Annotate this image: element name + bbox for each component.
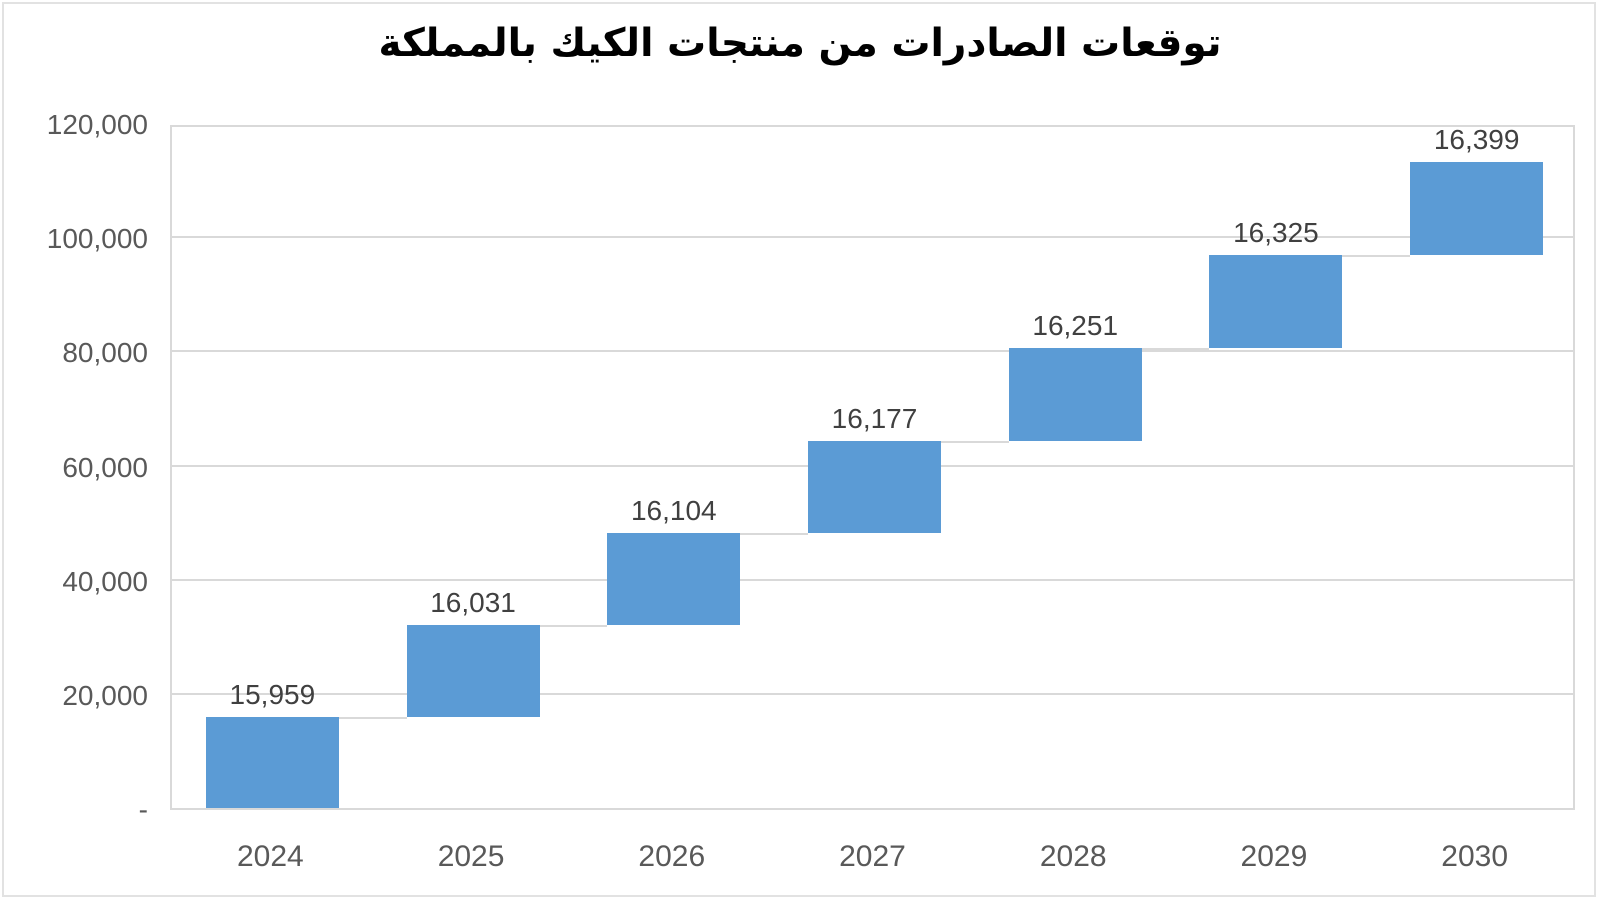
bar-2025	[406, 625, 540, 717]
bar-2027	[808, 441, 941, 534]
x-label-2030: 2030	[1441, 840, 1509, 873]
x-label-2025: 2025	[437, 840, 505, 873]
y-tick-80000: 80,000	[62, 337, 148, 369]
gridline-40000	[172, 578, 1573, 581]
x-label-2027: 2027	[839, 840, 906, 873]
x-label-2028: 2028	[1039, 840, 1107, 873]
value-label-2024: 15,959	[229, 678, 316, 710]
bar-2030	[1410, 161, 1544, 256]
bar-2029	[1209, 255, 1343, 349]
value-label-2030: 16,399	[1433, 123, 1520, 155]
y-tick-60000: 60,000	[62, 451, 148, 483]
value-label-2029: 16,325	[1233, 217, 1319, 249]
plot-area: 15,959 16,031 16,104 16,177 16,251 16,325 16,3…	[170, 123, 1575, 810]
bar-2026	[607, 533, 741, 626]
x-label-2026: 2026	[638, 840, 706, 873]
value-label-2026: 16,104	[630, 495, 717, 527]
value-label-2025: 16,031	[430, 587, 516, 619]
y-tick-100000: 100,000	[46, 223, 148, 255]
bar-2024	[205, 716, 339, 808]
value-label-2027: 16,177	[831, 403, 918, 435]
y-tick-20000: 20,000	[62, 679, 148, 711]
value-label-2028: 16,251	[1032, 310, 1119, 342]
bar-2028	[1008, 348, 1142, 442]
y-tick-120000: 120,000	[46, 109, 148, 140]
connector-2029-2030	[1342, 255, 1411, 258]
connector-2025-2026	[539, 625, 608, 628]
y-tick-0: -	[138, 794, 148, 825]
plot-inner: 15,959 16,031 16,104 16,177 16,251 16,325 16,3…	[172, 123, 1573, 808]
x-label-2029: 2029	[1240, 840, 1308, 873]
gridline-100000	[172, 236, 1573, 239]
gridline-80000	[172, 350, 1573, 353]
chart-title: توقعات الصادرات من منتجات الكيك بالمملكة	[378, 21, 1222, 66]
y-tick-40000: 40,000	[62, 565, 148, 597]
connector-2026-2027	[740, 533, 808, 536]
x-label-2024: 2024	[236, 840, 304, 873]
connector-2024-2025	[338, 716, 407, 719]
connector-2028-2029	[1141, 348, 1210, 351]
gridline-20000	[172, 692, 1573, 695]
connector-2027-2028	[941, 441, 1009, 444]
